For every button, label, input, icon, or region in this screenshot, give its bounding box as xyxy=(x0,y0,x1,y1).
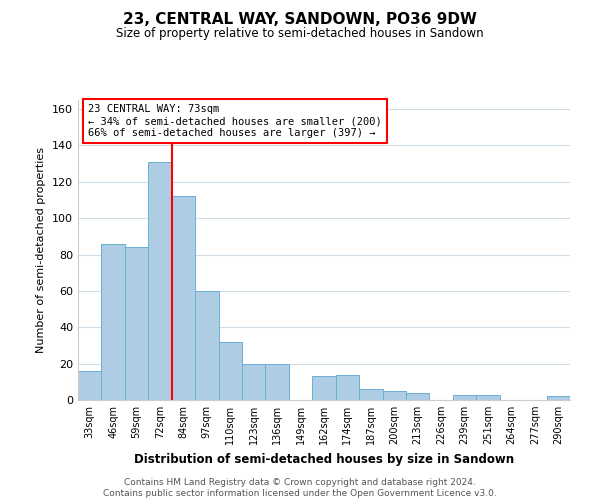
Text: 23 CENTRAL WAY: 73sqm
← 34% of semi-detached houses are smaller (200)
66% of sem: 23 CENTRAL WAY: 73sqm ← 34% of semi-deta… xyxy=(88,104,382,138)
Bar xyxy=(218,342,242,400)
Y-axis label: Number of semi-detached properties: Number of semi-detached properties xyxy=(37,147,46,353)
X-axis label: Distribution of semi-detached houses by size in Sandown: Distribution of semi-detached houses by … xyxy=(134,452,514,466)
Bar xyxy=(453,394,476,400)
Bar xyxy=(336,374,359,400)
Text: Contains HM Land Registry data © Crown copyright and database right 2024.
Contai: Contains HM Land Registry data © Crown c… xyxy=(103,478,497,498)
Bar xyxy=(476,394,500,400)
Bar xyxy=(312,376,336,400)
Bar xyxy=(406,392,430,400)
Bar xyxy=(359,389,383,400)
Bar xyxy=(148,162,172,400)
Text: 23, CENTRAL WAY, SANDOWN, PO36 9DW: 23, CENTRAL WAY, SANDOWN, PO36 9DW xyxy=(123,12,477,28)
Bar xyxy=(101,244,125,400)
Bar xyxy=(547,396,570,400)
Bar xyxy=(242,364,265,400)
Bar xyxy=(125,248,148,400)
Bar xyxy=(195,291,218,400)
Bar xyxy=(78,371,101,400)
Bar xyxy=(383,391,406,400)
Text: Size of property relative to semi-detached houses in Sandown: Size of property relative to semi-detach… xyxy=(116,28,484,40)
Bar xyxy=(265,364,289,400)
Bar xyxy=(172,196,195,400)
